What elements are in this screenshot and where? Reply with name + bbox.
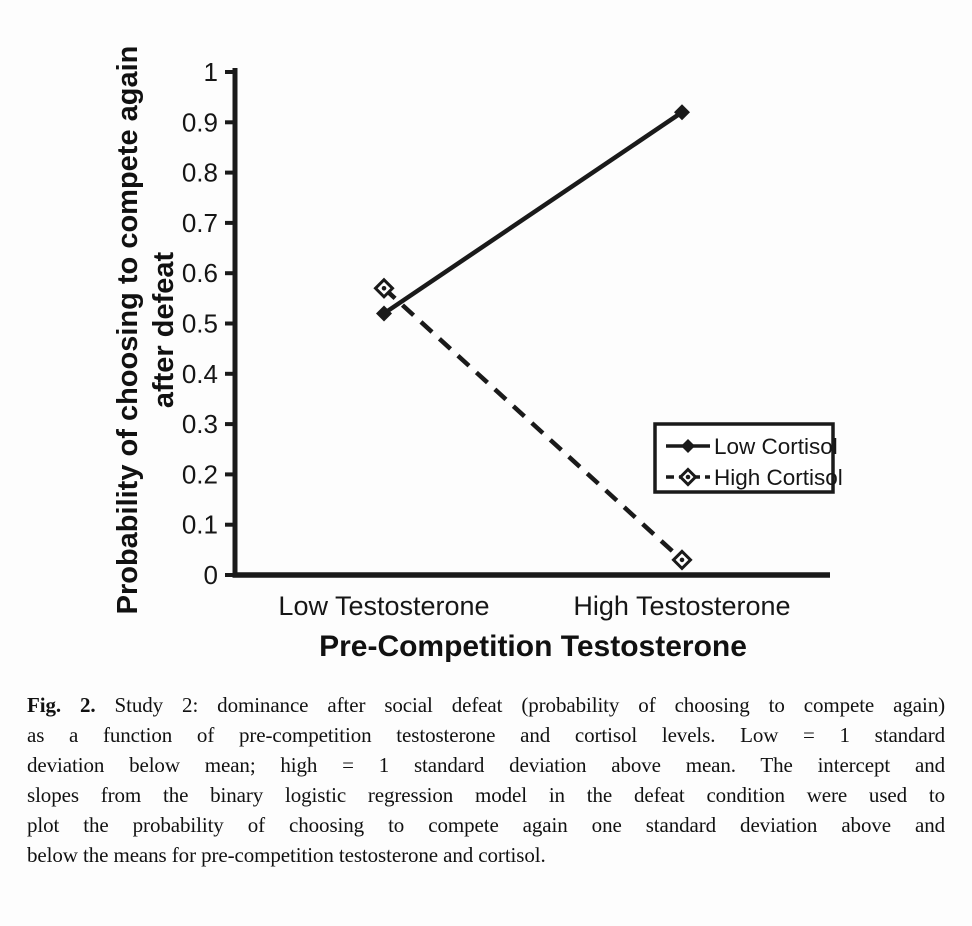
y-tick-label: 0.4	[182, 359, 218, 389]
legend-label-low-cortisol: Low Cortisol	[714, 434, 838, 459]
y-tick-label: 0.1	[182, 510, 218, 540]
y-axis-label: Probability of choosing to compete again…	[110, 10, 182, 650]
y-tick-label: 0.6	[182, 258, 218, 288]
legend-label-high-cortisol: High Cortisol	[714, 465, 843, 490]
x-axis-title: Pre-Competition Testosterone	[319, 630, 747, 663]
y-tick-label: 0.7	[182, 208, 218, 238]
caption-line: plot the probability of choosing to comp…	[27, 813, 945, 837]
y-tick-label: 0.9	[182, 107, 218, 137]
caption-line: as a function of pre-competition testost…	[27, 723, 945, 747]
y-tick-label: 0.5	[182, 309, 218, 339]
figure-caption: Fig. 2. Study 2: dominance after social …	[27, 690, 945, 870]
marker-low-cortisol-high-testosterone	[674, 104, 690, 121]
legend-marker-low-cortisol	[681, 439, 695, 453]
x-category-label: Low Testosterone	[278, 591, 489, 621]
y-tick-label: 0.8	[182, 158, 218, 188]
x-category-label: High Testosterone	[573, 591, 790, 621]
y-tick-label: 0.2	[182, 459, 218, 489]
legend-marker-high-cortisol-center-dot	[685, 474, 691, 480]
y-tick-label: 0	[204, 560, 218, 590]
marker-low-cortisol-low-testosterone	[376, 305, 392, 322]
y-tick-label: 0.3	[182, 409, 218, 439]
caption-figure-number: Fig. 2.	[27, 693, 96, 717]
plot-canvas: 0 0.1 0.2 0.3 0.4 0.5 0.6 0.7 0.8 0.9 1 Low Testost…	[182, 57, 843, 621]
series-line-high-cortisol	[382, 286, 684, 562]
caption-line: deviation below mean; high = 1 standard …	[27, 753, 945, 777]
caption-line: slopes from the binary logistic regressi…	[27, 783, 945, 807]
y-axis-label-line1: Probability of choosing to compete again	[112, 45, 144, 615]
line-chart: 0 0.1 0.2 0.3 0.4 0.5 0.6 0.7 0.8 0.9 1 Low Testost…	[110, 10, 843, 663]
marker-high-cortisol-low-testosterone-center-dot	[381, 285, 387, 291]
series-line-low-cortisol	[382, 110, 684, 316]
caption-line: Fig. 2. Study 2: dominance after social …	[27, 693, 946, 717]
y-tick-label: 1	[204, 57, 218, 87]
caption-line: below the means for pre-competition test…	[27, 843, 546, 867]
marker-high-cortisol-high-testosterone-center-dot	[679, 557, 685, 563]
y-axis-label-line2: after defeat	[148, 251, 180, 409]
